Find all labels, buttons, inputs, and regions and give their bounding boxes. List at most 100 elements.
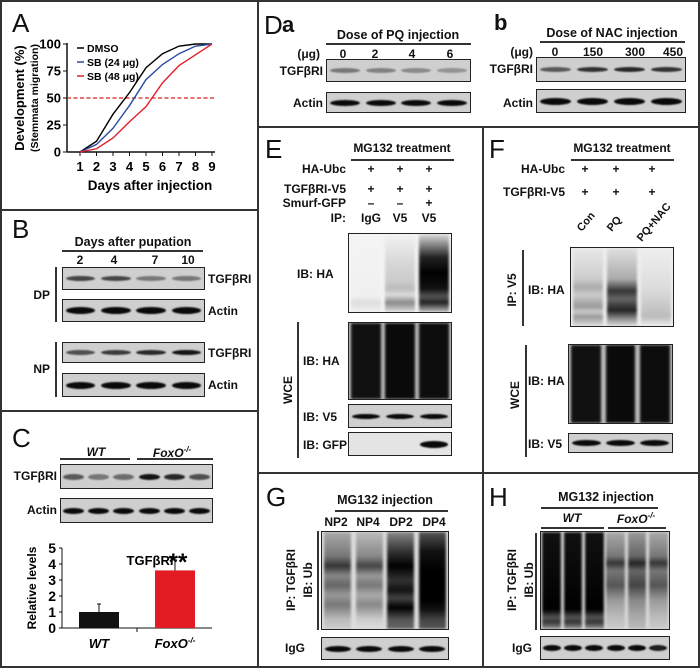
band [65,350,96,355]
blot-h-ub [540,531,670,630]
row-label: TGFβRI [489,62,533,76]
genotype-sup: -/- [647,511,656,520]
panel-label: C [12,423,31,453]
band [63,473,85,480]
band [188,473,210,480]
band [329,99,360,106]
band [585,645,604,651]
y-tick-label: 3 [48,572,56,588]
y-tick-label: 100 [39,37,61,52]
lane-smear [419,323,449,399]
lane-label: NP2 [324,515,348,529]
band [63,507,85,514]
x-tick-label: 2 [93,159,100,174]
ip-bracket [522,250,524,326]
lane-smear [542,532,561,629]
y-axis-title: Development (%) [12,45,27,150]
lane-smear [605,345,636,423]
band [419,645,446,652]
band [419,413,449,419]
band [571,440,601,446]
band [650,97,683,105]
condition-value: + [581,185,589,199]
wce-label: WCE [508,381,522,409]
bar-wt [79,612,119,628]
row-label: IB: HA [297,267,334,281]
blot-np-tgfbri [62,342,205,363]
subpanel-label: a [282,12,295,37]
condition-value: + [367,162,375,176]
group-underline [541,527,604,529]
band [88,473,110,480]
lane-smear [385,323,415,399]
lane-smear [585,532,604,629]
lane-smear [641,248,671,326]
condition-label: HA-Ubc [302,162,346,176]
ip-label: IP: TGFβRI [284,549,298,611]
header: MG132 injection [558,490,654,504]
group-label-dp: DP [33,288,50,302]
blot-g-igg [321,637,449,660]
blot-h-igg [540,636,670,660]
blot-c-tgfbri [60,464,213,489]
ip-bracket [535,533,537,630]
band [88,507,110,514]
panel-label: E [265,134,283,164]
lane-label: 450 [662,45,684,59]
row-label: Actin [293,96,323,110]
header: MG132 treatment [573,141,671,155]
band [171,350,202,355]
group-label-foxo: FoxO-/- [617,511,656,526]
band [101,381,131,389]
lane-smear [627,532,647,629]
condition-value: V5 [392,211,408,225]
band [613,67,646,72]
lane-label: 6 [446,47,454,61]
lane-smear [418,532,446,629]
lane-label: 7 [151,253,159,267]
wce-bracket [525,345,527,457]
y-tick-label: 0 [48,620,56,636]
lane-label: 300 [624,45,646,59]
lane-smear [351,323,381,399]
lane-label: 0 [339,47,347,61]
lane-smear [571,345,601,423]
panel-label: B [12,214,30,244]
band [640,440,670,446]
band [171,381,202,389]
band [171,307,202,314]
y-tick-label: 0 [54,145,61,160]
band [188,507,210,514]
band [437,99,468,106]
row-label: TGFβRI [13,469,57,483]
y-axis-title: Relative levels [25,546,39,629]
header: MG132 treatment [353,141,451,155]
ib-label: IB: Ub [301,562,315,598]
lane-label: 0 [551,45,559,59]
condition-value: – [367,196,375,210]
lane-smear [351,234,381,312]
band [650,67,683,72]
lane-label: NP4 [356,515,380,529]
condition-value: IgG [361,211,381,225]
genotype-sup: -/- [188,636,196,645]
row-label: IgG [512,641,532,655]
row-label: IB: GFP [303,438,347,452]
y-tick-label: 5 [48,540,56,556]
lane-label: DP4 [422,515,446,529]
series-line-2 [79,43,213,153]
blot-dp-tgfbri [62,267,205,290]
row-label: IB: HA [303,354,340,368]
blot-e-wce-ha [348,322,452,400]
blot-dp-actin [62,299,205,322]
band [401,68,432,73]
blot-db-tgfbri [536,57,686,82]
header-underline [571,159,674,161]
panel-label: H [489,482,508,512]
divider-e-f [482,126,484,668]
header-underline [326,43,471,45]
lane-label: 4 [408,47,416,61]
row-label: TGFβRI [279,64,323,78]
header: MG132 injection [337,493,433,507]
